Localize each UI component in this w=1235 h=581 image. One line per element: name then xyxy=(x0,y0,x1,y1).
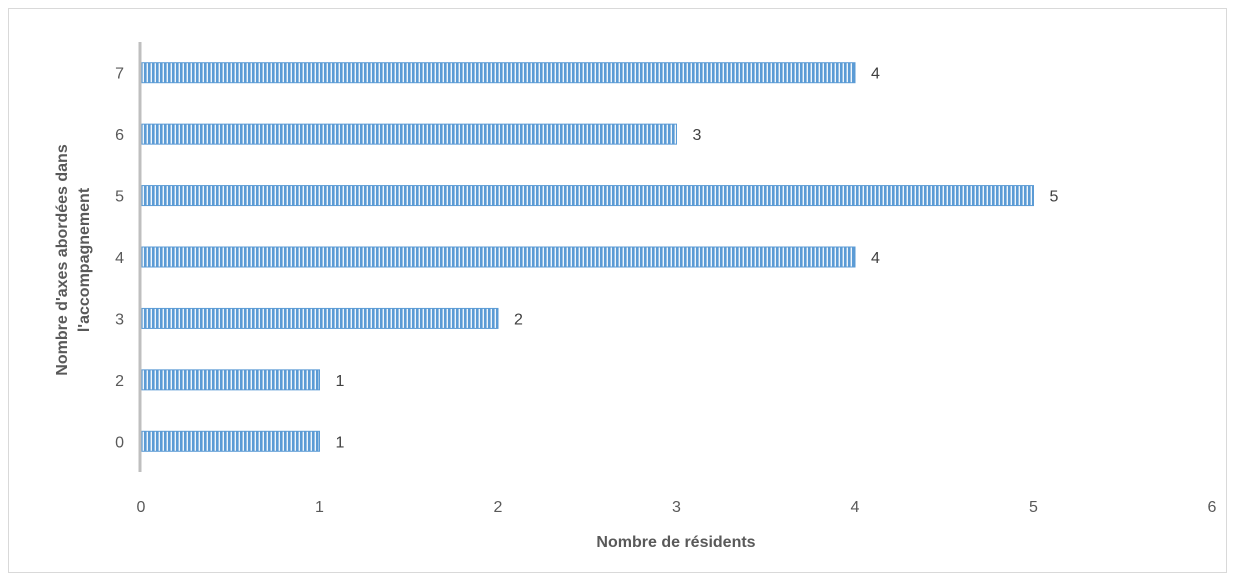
y-tick-label: 6 xyxy=(115,127,124,144)
y-tick-labels: 0 2 3 4 5 6 7 xyxy=(115,66,124,452)
data-label: 4 xyxy=(871,250,880,267)
data-label: 3 xyxy=(693,127,702,144)
x-tick-label: 5 xyxy=(1029,499,1038,516)
y-tick-label: 5 xyxy=(115,189,124,206)
data-label: 2 xyxy=(514,311,523,328)
y-tick-label: 4 xyxy=(115,250,124,267)
x-tick-label: 1 xyxy=(315,499,324,516)
y-tick-label: 0 xyxy=(115,434,124,451)
bar-0 xyxy=(140,430,320,452)
data-labels: 1 1 2 4 5 3 4 xyxy=(336,66,1059,452)
bar-4 xyxy=(140,246,856,268)
chart-frame xyxy=(8,8,1227,573)
data-label: 1 xyxy=(336,434,345,451)
y-tick-label: 7 xyxy=(115,66,124,83)
x-tick-label: 6 xyxy=(1208,499,1217,516)
y-axis-title-line-1: Nombre d'axes abordées dans xyxy=(54,144,71,376)
x-tick-labels: 0 1 2 3 4 5 6 xyxy=(137,499,1217,516)
bars-layer xyxy=(140,62,1034,452)
y-axis-title-line-2: l'accompagnement xyxy=(76,187,93,332)
y-axis-title: Nombre d'axes abordées dans l'accompagne… xyxy=(54,144,93,376)
bar-3 xyxy=(140,307,499,329)
x-axis-title: Nombre de résidents xyxy=(596,534,755,551)
bar-2 xyxy=(140,369,320,391)
data-label: 1 xyxy=(336,373,345,390)
bar-5 xyxy=(140,185,1034,207)
x-tick-label: 0 xyxy=(137,499,146,516)
x-tick-label: 4 xyxy=(851,499,860,516)
bar-6 xyxy=(140,123,677,145)
bar-7 xyxy=(140,62,856,84)
x-tick-label: 2 xyxy=(494,499,503,516)
y-tick-label: 3 xyxy=(115,311,124,328)
x-tick-label: 3 xyxy=(672,499,681,516)
data-label: 5 xyxy=(1050,189,1059,206)
y-tick-label: 2 xyxy=(115,373,124,390)
data-label: 4 xyxy=(871,66,880,83)
